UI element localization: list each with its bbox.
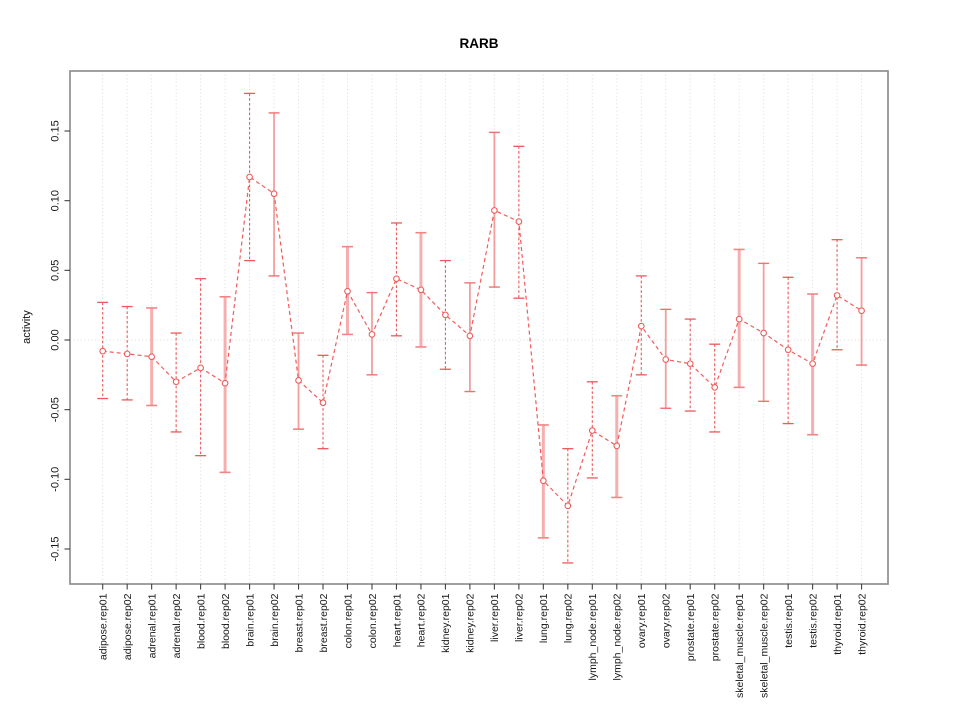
data-point-marker [221,379,229,387]
x-tick-label: liver.rep01 [489,593,501,642]
y-tick-label: 0.00 [50,329,62,350]
x-tick-label: colon.rep01 [342,593,354,648]
y-tick-label: 0.10 [50,190,62,211]
data-point-marker [393,275,400,283]
data-point-marker [319,399,327,407]
x-tick-label: liver.rep02 [514,593,526,642]
x-tick-label: kidney.rep01 [440,593,452,653]
x-tick-label: prostate.rep01 [685,593,697,661]
y-tick-label: -0.05 [50,397,62,422]
x-tick-label: lymph_node.rep02 [612,593,624,680]
x-tick-label: prostate.rep02 [710,593,722,661]
data-point-marker [588,427,596,434]
y-tick-label: 0.05 [50,260,62,281]
data-point-marker [368,331,376,338]
x-tick-label: kidney.rep02 [465,593,477,653]
data-point-marker [99,347,107,355]
data-point-marker [417,286,425,294]
x-tick-label: lung.rep02 [563,593,575,643]
data-point-marker [295,377,302,384]
data-point-marker [123,350,131,358]
data-point-marker [172,378,180,386]
x-tick-label: skeletal_muscle.rep01 [734,593,746,698]
data-point-marker [539,477,547,485]
x-tick-label: thyroid.rep02 [856,593,868,654]
x-tick-label: breast.rep01 [293,593,305,652]
data-point-marker [564,502,572,510]
data-point-marker [711,384,719,391]
plot-border [69,70,889,585]
chart-generated: -0.15 -0.10 -0.05 0.00 0.05 0.10 0.15 adipose.r… [50,70,889,698]
x-tick-label: thyroid.rep01 [832,593,844,654]
x-tick-label: adipose.rep02 [122,593,134,660]
data-point-marker [148,353,156,361]
x-tick-label: lymph_node.rep01 [587,593,599,680]
data-point-marker [515,218,523,225]
data-point-marker [613,442,621,450]
x-tick-label: breast.rep02 [318,593,330,652]
x-tick-label: adrenal.rep01 [147,593,159,658]
x-tick-label: adipose.rep01 [98,593,110,660]
x-tick-label: adrenal.rep02 [171,593,183,658]
data-point-marker [809,360,816,368]
y-tick-label: 0.15 [50,120,62,141]
data-point-marker [270,190,278,198]
x-tick-label: brain.rep02 [269,593,281,646]
x-tick-label: lung.rep01 [538,593,550,643]
data-point-marker [491,207,498,214]
y-tick-label: -0.15 [50,536,62,561]
x-tick-label: heart.rep02 [416,593,428,647]
series-line [102,175,862,507]
y-axis-label: activity [21,310,33,344]
data-point-marker [858,307,865,315]
data-point-marker [246,173,253,181]
data-point-marker [735,315,743,323]
x-tick-label: testis.rep01 [783,593,795,647]
x-tick-label: testis.rep02 [807,593,819,647]
data-point-marker [442,311,449,319]
data-point-marker [784,346,792,354]
x-tick-label: blood.rep02 [220,593,232,649]
data-point-marker [686,360,694,368]
x-tick-label: ovary.rep01 [636,593,648,648]
x-tick-label: heart.rep01 [391,593,403,647]
chart-title: RARB [460,36,499,51]
data-point-marker [760,329,768,337]
x-tick-label: colon.rep02 [367,593,379,648]
data-point-marker [833,292,841,299]
x-tick-label: brain.rep01 [244,593,256,646]
data-point-marker [466,332,474,340]
x-tick-label: blood.rep01 [195,593,207,649]
data-point-marker [344,287,351,295]
x-tick-label: ovary.rep02 [661,593,673,648]
data-point-marker [662,356,670,363]
x-tick-label: skeletal_muscle.rep02 [759,593,771,698]
data-point-marker [197,364,204,372]
y-tick-label: -0.10 [50,467,62,492]
data-point-marker [637,322,645,330]
